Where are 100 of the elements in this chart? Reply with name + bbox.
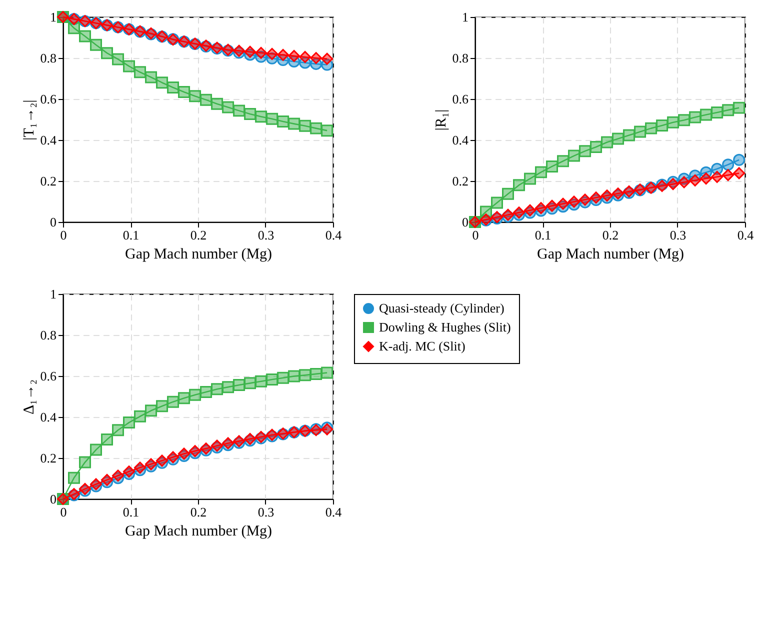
point bbox=[244, 108, 256, 120]
point bbox=[546, 200, 558, 212]
point bbox=[711, 170, 724, 183]
y-tick-label: 0.6 bbox=[40, 92, 57, 106]
point bbox=[524, 204, 536, 216]
point bbox=[68, 22, 80, 34]
point bbox=[101, 47, 114, 60]
x-axis-title: Gap Mach number (Mg) bbox=[124, 246, 272, 262]
point bbox=[557, 198, 570, 210]
point bbox=[321, 52, 334, 65]
legend-label: K-adj. MC (Slit) bbox=[379, 338, 466, 354]
point bbox=[101, 434, 114, 446]
point bbox=[178, 86, 190, 98]
point bbox=[79, 30, 91, 42]
x-tick-label: 0.2 bbox=[190, 504, 207, 520]
point bbox=[288, 370, 300, 382]
point bbox=[288, 50, 300, 62]
point bbox=[123, 60, 136, 72]
y-tick-label: 0.6 bbox=[452, 92, 469, 106]
point bbox=[722, 169, 734, 182]
x-tick-label: 0.1 bbox=[122, 504, 140, 520]
point bbox=[700, 172, 712, 185]
point bbox=[535, 166, 548, 178]
x-tick-label: 0.3 bbox=[670, 228, 686, 242]
point bbox=[733, 167, 746, 180]
point bbox=[123, 416, 136, 429]
x-tick-label: 0 bbox=[60, 504, 67, 520]
legend-label: Dowling & Hughes (Slit) bbox=[379, 320, 511, 334]
point bbox=[90, 38, 102, 51]
x-tick-label: 0.4 bbox=[325, 228, 342, 242]
point bbox=[579, 194, 592, 206]
point bbox=[310, 122, 322, 134]
point bbox=[255, 375, 268, 388]
point bbox=[711, 106, 724, 119]
point bbox=[579, 145, 592, 158]
point bbox=[299, 369, 312, 382]
y-tick-label: 0.2 bbox=[40, 450, 56, 466]
point bbox=[299, 50, 312, 63]
point bbox=[156, 76, 168, 89]
y-tick-label: 0.8 bbox=[40, 50, 56, 66]
x-tick-label: 0.1 bbox=[122, 228, 140, 242]
x-tick-label: 0.1 bbox=[534, 228, 552, 242]
point bbox=[266, 373, 278, 386]
point bbox=[321, 124, 334, 137]
y-tick-label: 0.8 bbox=[452, 50, 468, 66]
y-tick-label: 0 bbox=[462, 214, 468, 230]
point bbox=[178, 392, 190, 404]
point bbox=[513, 179, 526, 192]
y-tick-label: 0 bbox=[50, 214, 56, 230]
point bbox=[722, 158, 734, 171]
x-tick-label: 0.4 bbox=[325, 504, 342, 520]
point bbox=[601, 136, 614, 148]
point bbox=[189, 388, 202, 401]
point bbox=[491, 196, 503, 209]
y-tick-label: 0.8 bbox=[40, 328, 56, 342]
point bbox=[689, 174, 702, 186]
x-tick-label: 0 bbox=[472, 228, 479, 242]
point bbox=[90, 444, 102, 456]
point bbox=[321, 366, 334, 379]
point bbox=[222, 101, 234, 114]
x-axis-title: Gap Mach number (Mg) bbox=[536, 246, 684, 262]
point bbox=[546, 160, 558, 172]
point bbox=[255, 110, 268, 123]
point bbox=[722, 104, 734, 116]
point bbox=[645, 122, 658, 134]
point bbox=[623, 129, 636, 142]
y-tick-label: 1 bbox=[50, 10, 56, 24]
point bbox=[288, 118, 300, 130]
point bbox=[244, 46, 256, 58]
point bbox=[244, 377, 256, 390]
x-tick-label: 0.2 bbox=[602, 228, 619, 242]
point bbox=[123, 466, 136, 478]
point bbox=[299, 120, 312, 132]
point bbox=[612, 132, 624, 145]
point bbox=[266, 112, 278, 125]
point bbox=[233, 379, 246, 392]
point bbox=[145, 404, 158, 417]
point bbox=[733, 102, 746, 114]
point bbox=[134, 462, 146, 474]
x-tick-label: 0.3 bbox=[258, 228, 274, 242]
y-axis-title: Δ₁→₂ bbox=[21, 379, 38, 415]
point bbox=[656, 119, 668, 132]
point bbox=[678, 176, 690, 188]
point bbox=[134, 410, 146, 422]
point bbox=[156, 400, 168, 412]
point bbox=[277, 116, 290, 128]
point bbox=[145, 71, 158, 84]
point bbox=[101, 474, 114, 486]
point bbox=[200, 94, 212, 106]
point bbox=[524, 172, 536, 185]
point bbox=[68, 472, 80, 484]
point bbox=[112, 424, 124, 436]
y-tick-label: 0.2 bbox=[452, 174, 468, 188]
point bbox=[310, 368, 322, 380]
y-tick-label: 0.4 bbox=[40, 410, 57, 424]
point bbox=[678, 114, 690, 126]
x-tick-label: 0.2 bbox=[190, 228, 207, 242]
point bbox=[634, 126, 646, 138]
point bbox=[568, 150, 580, 162]
y-axis-title: |T₁→₂| bbox=[21, 100, 38, 140]
